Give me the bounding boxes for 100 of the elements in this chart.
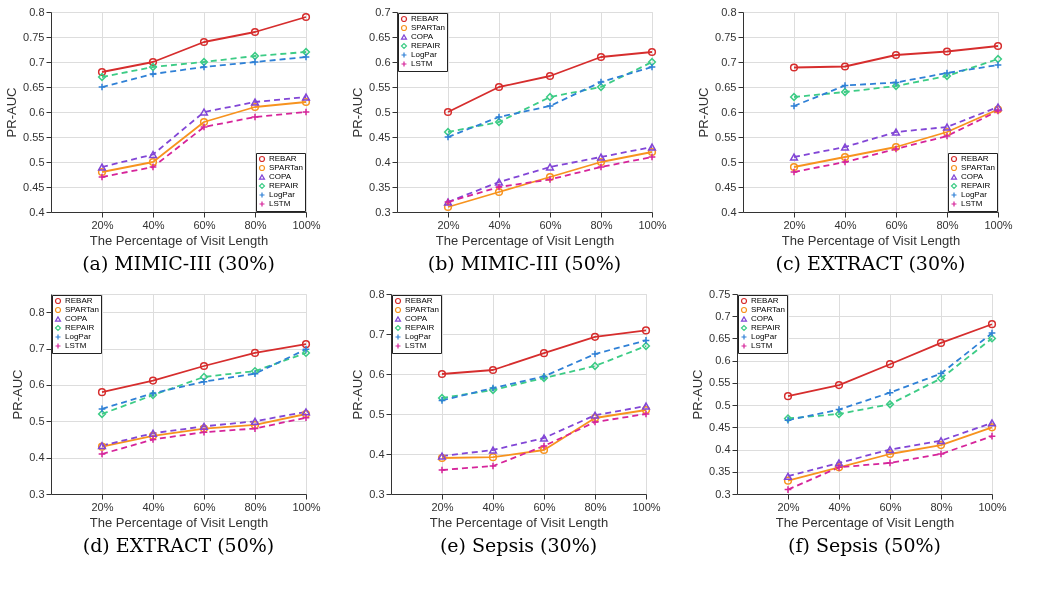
x-axis-title: The Percentage of Visit Length [775, 514, 955, 530]
legend-label: REBAR [65, 296, 93, 305]
point [596, 157, 606, 167]
point [936, 338, 946, 347]
point [545, 71, 555, 81]
x-tick-label: 60% [539, 218, 562, 231]
point [783, 485, 793, 494]
point [250, 98, 260, 106]
point [647, 143, 657, 151]
y-tick-label: 0.5 [715, 398, 731, 411]
y-axis-title: PR-AUC [696, 87, 712, 138]
x-tick-label: 60% [533, 500, 556, 513]
point [840, 152, 850, 162]
x-tick-label: 40% [142, 500, 165, 513]
point [148, 57, 158, 67]
y-tick-label: 0.4 [29, 451, 45, 464]
point [993, 54, 1003, 64]
point [301, 52, 311, 62]
legend-label: REBAR [269, 154, 297, 163]
point [942, 127, 952, 137]
text: (e) Sepsis (30%) [439, 534, 598, 556]
y-tick-label: 0.7 [375, 5, 391, 18]
point [834, 459, 844, 467]
x-tick-label: 100% [638, 218, 667, 231]
point [942, 131, 952, 141]
point [148, 162, 158, 172]
point [885, 388, 895, 397]
point [97, 163, 107, 171]
point [250, 424, 260, 433]
point [97, 449, 107, 459]
point [148, 376, 158, 385]
x-tick-label: 80% [930, 500, 953, 513]
legend-label: LSTM [269, 199, 291, 208]
point [301, 47, 311, 57]
text: (b) MIMIC-III (50%) [427, 252, 622, 274]
x-tick-label: 100% [632, 500, 661, 513]
legend-label: LogPar [411, 50, 438, 59]
point [494, 112, 504, 122]
point [596, 82, 606, 92]
legend-label: LogPar [405, 332, 432, 341]
point [993, 60, 1003, 70]
y-tick-label: 0.6 [369, 367, 385, 380]
point [942, 123, 952, 131]
point [647, 57, 657, 67]
y-tick-label: 0.4 [721, 205, 737, 218]
legend-label: SPARTan [961, 163, 995, 172]
x-axis-title: The Percentage of Visit Length [429, 514, 609, 530]
legend-label: SPARTan [65, 305, 99, 314]
y-axis-title: PR-AUC [350, 369, 366, 420]
x-tick-label: 40% [828, 500, 851, 513]
y-tick-label: 0.55 [369, 80, 391, 93]
point [936, 449, 946, 459]
y-tick-label: 0.65 [369, 30, 391, 43]
point [494, 178, 504, 186]
point [641, 341, 651, 351]
point [250, 417, 260, 425]
point [250, 51, 260, 61]
point [199, 361, 209, 371]
y-tick-label: 0.6 [375, 55, 391, 68]
point [590, 332, 600, 341]
point [590, 411, 600, 419]
y-tick-label: 0.75 [709, 287, 731, 300]
point [148, 157, 158, 167]
point [840, 143, 850, 151]
legend-label: LSTM [411, 59, 433, 68]
text: (d) EXTRACT (50%) [82, 534, 275, 556]
point [545, 92, 555, 102]
x-tick-label: 60% [879, 500, 902, 513]
point [885, 458, 895, 467]
point [199, 62, 209, 72]
point [199, 57, 209, 67]
x-tick-label: 20% [437, 218, 460, 231]
text: (f) Sepsis (50%) [788, 534, 941, 556]
x-axis-title: The Percentage of Visit Length [89, 232, 269, 248]
x-tick-label: 80% [584, 500, 607, 513]
x-tick-label: 40% [834, 218, 857, 231]
y-tick-label: 0.6 [715, 354, 731, 367]
legend-label: LSTM [961, 199, 983, 208]
point [885, 445, 895, 454]
y-tick-label: 0.8 [369, 287, 385, 300]
legend-label: LogPar [269, 190, 296, 199]
point [488, 453, 498, 462]
point [987, 419, 997, 427]
y-tick-label: 0.7 [721, 55, 737, 68]
x-tick-label: 20% [783, 218, 806, 231]
point [199, 122, 209, 132]
y-tick-label: 0.8 [29, 5, 45, 18]
point [840, 157, 850, 167]
point [783, 472, 793, 480]
y-tick-label: 0.7 [29, 55, 45, 68]
x-tick-label: 80% [244, 218, 267, 231]
point [494, 82, 504, 92]
point [437, 465, 447, 475]
point [590, 349, 600, 359]
x-axis-title: The Percentage of Visit Length [89, 514, 269, 530]
y-tick-label: 0.75 [715, 30, 737, 43]
point [301, 93, 311, 101]
point [596, 77, 606, 87]
legend-label: LSTM [405, 341, 427, 350]
legend-label: SPARTan [411, 23, 445, 32]
